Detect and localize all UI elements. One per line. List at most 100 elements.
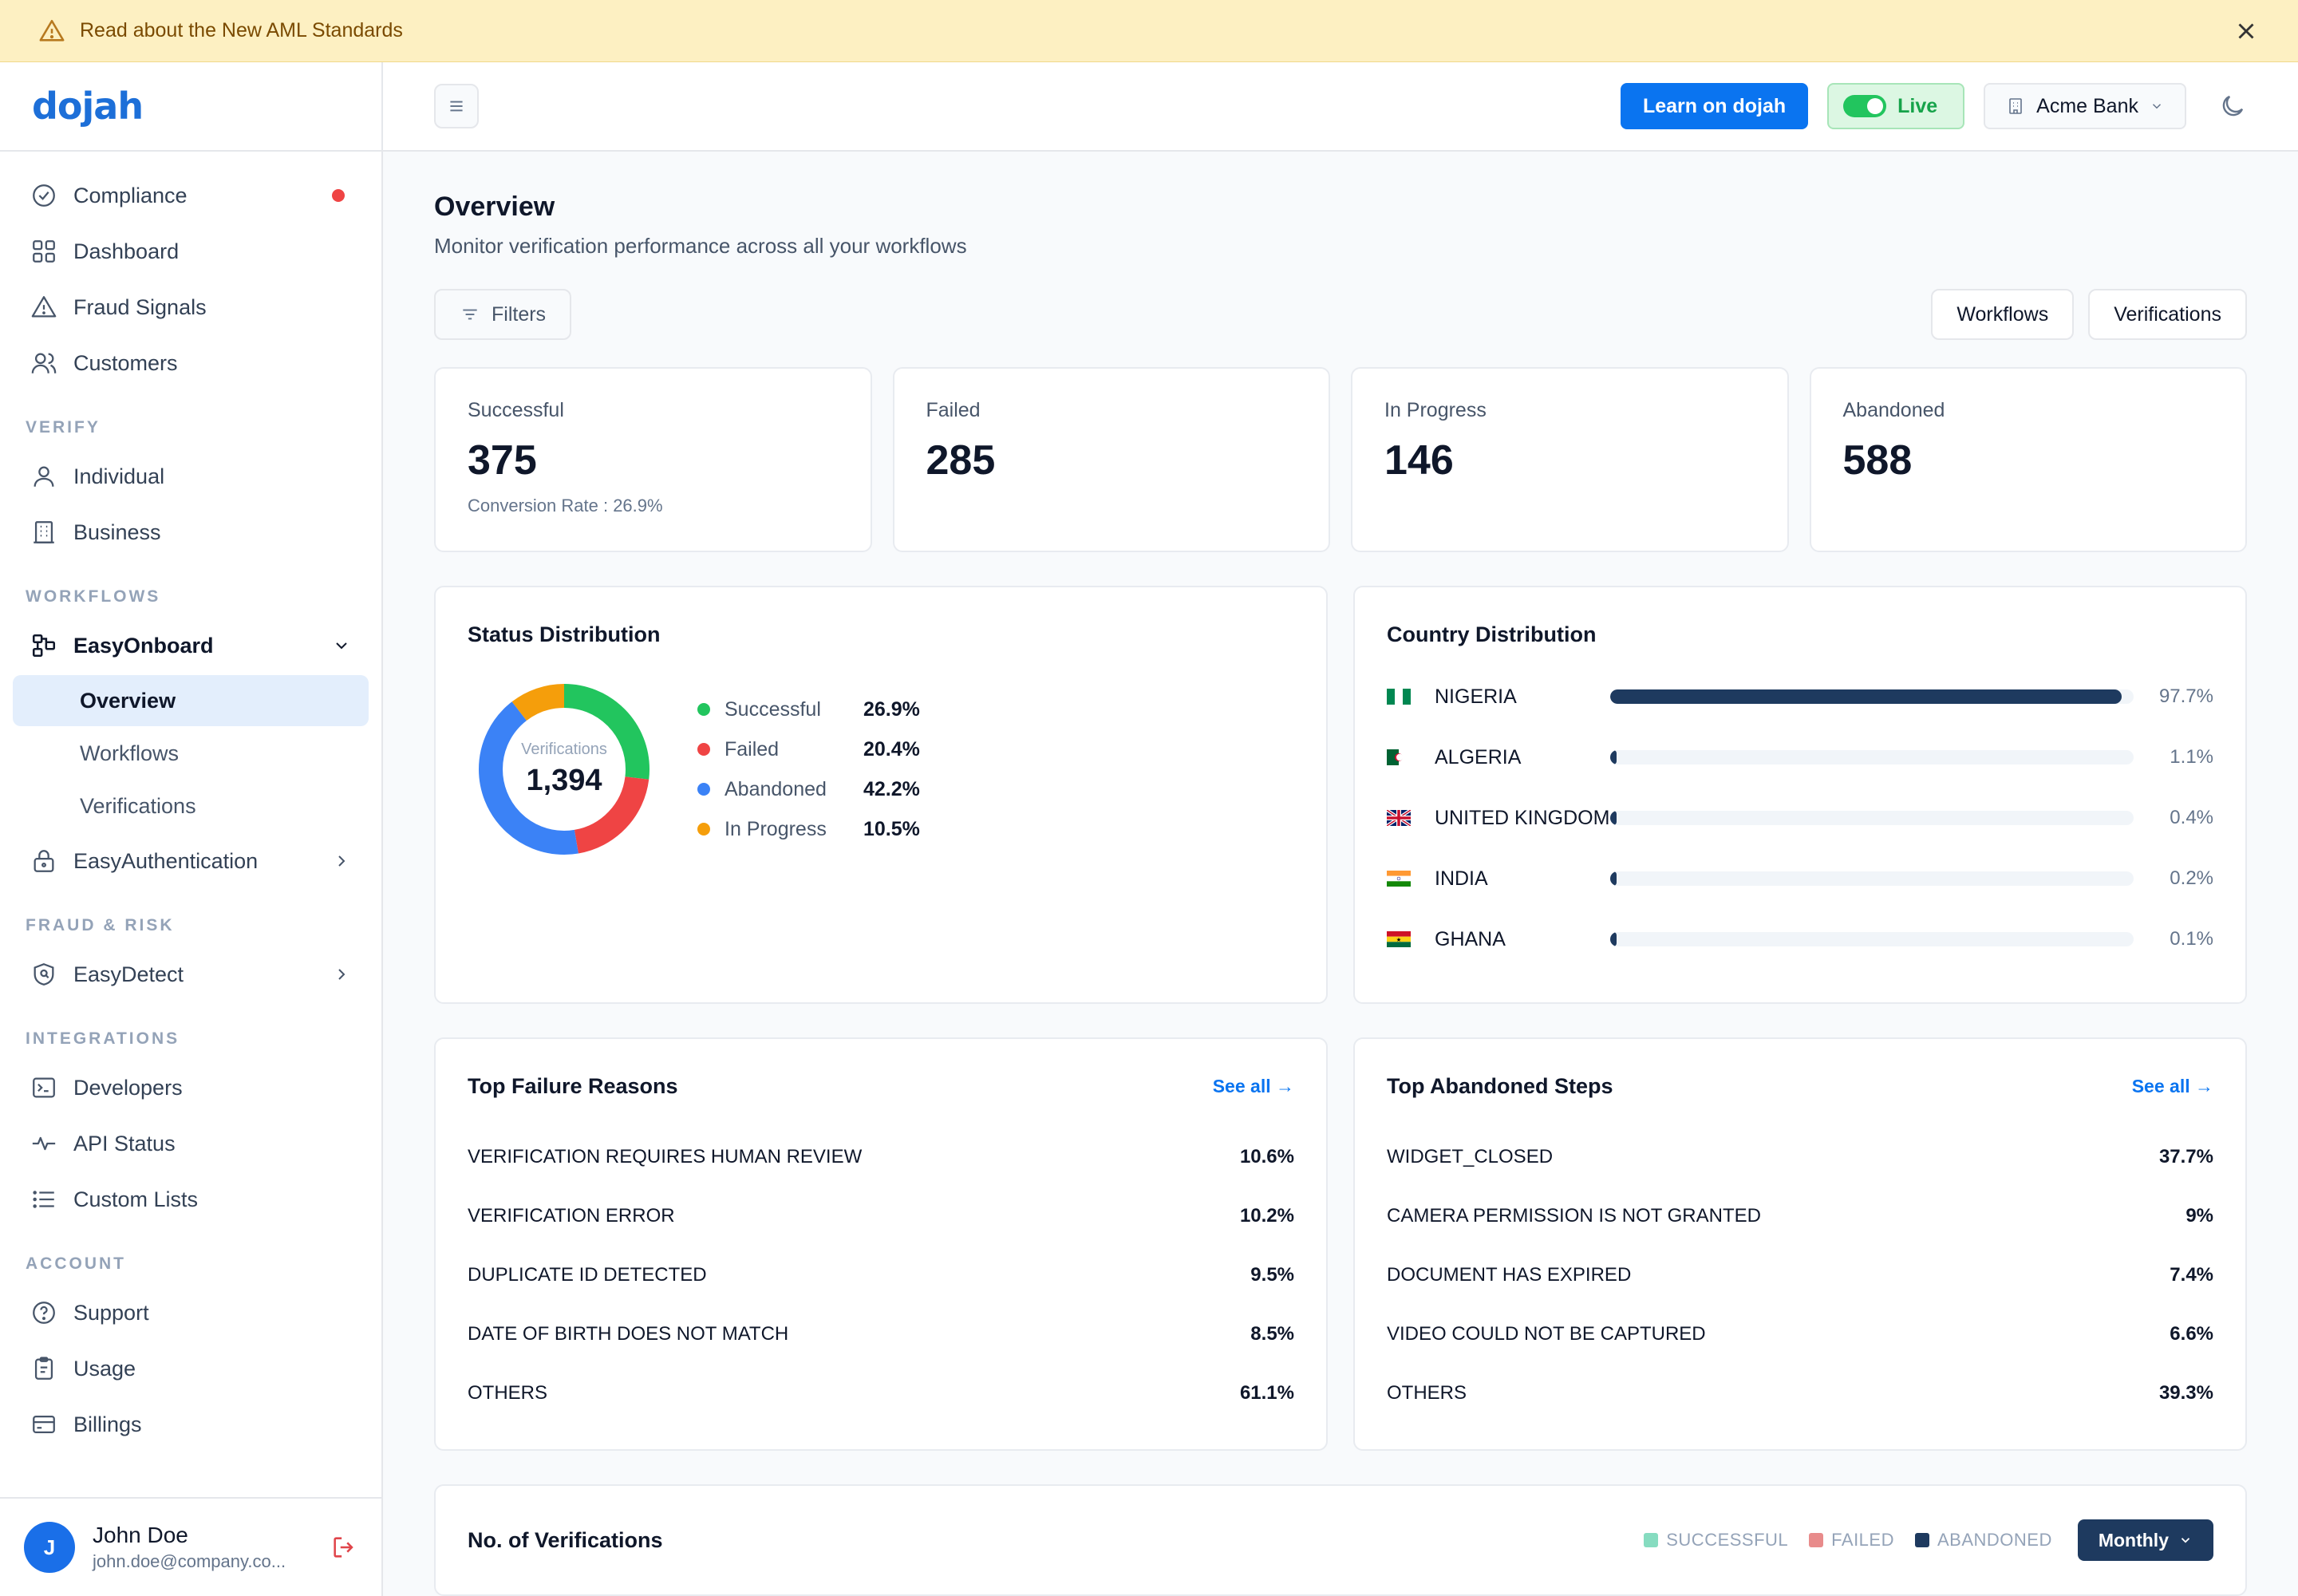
moon-icon[interactable] <box>2218 92 2247 120</box>
list-item-value: 61.1% <box>1239 1382 1294 1404</box>
live-mode-toggle[interactable]: Live <box>1827 83 1965 129</box>
chevron-right-icon <box>338 969 345 980</box>
donut-slice-abandoned <box>479 684 650 855</box>
filters-button[interactable]: Filters <box>434 289 572 340</box>
country-bar-track <box>1610 689 2134 704</box>
sidebar-item-easyonboard[interactable]: EasyOnboard <box>13 618 369 674</box>
sidebar-item-easyauthentication[interactable]: EasyAuthentication <box>13 833 369 889</box>
legend-label: ABANDONED <box>1937 1530 2052 1550</box>
status-legend: Successful 26.9% Failed 20.4% Abandoned 42.2%… <box>697 689 920 849</box>
country-bar <box>1610 811 1617 825</box>
legend-item: Successful 26.9% <box>697 689 920 729</box>
country-bar-track <box>1610 811 2134 825</box>
user-profile: J John Doe john.doe@company.co... <box>0 1497 381 1596</box>
donut-svg <box>479 684 650 855</box>
list-item[interactable]: VERIFICATION REQUIRES HUMAN REVIEW 10.6% <box>468 1128 1294 1187</box>
close-icon[interactable] <box>2233 18 2260 45</box>
logo-row: dojah <box>0 62 381 152</box>
sidebar-item-fraud-signals[interactable]: Fraud Signals <box>13 279 369 335</box>
user-info: John Doe john.doe@company.co... <box>93 1523 286 1572</box>
period-select[interactable]: Monthly <box>2077 1519 2213 1561</box>
list-item[interactable]: OTHERS 39.3% <box>1387 1364 2213 1423</box>
donut-slice-in-progress <box>479 684 650 855</box>
stat-label: Failed <box>926 399 981 421</box>
see-all-link[interactable]: See all → <box>2131 1076 2213 1096</box>
sidebar-item-dashboard[interactable]: Dashboard <box>13 223 369 279</box>
country-row: NIGERIA 97.7% <box>1387 666 2213 727</box>
sidebar-item-customers[interactable]: Customers <box>13 335 369 391</box>
user-name: John Doe <box>93 1523 188 1547</box>
banner-link[interactable]: Read about the New AML Standards <box>80 19 403 41</box>
hamburger-icon <box>450 101 463 112</box>
sidebar-item-label: Compliance <box>73 183 188 207</box>
list-item[interactable]: DATE OF BIRTH DOES NOT MATCH 8.5% <box>468 1305 1294 1364</box>
view-tabs: Workflows Verifications <box>1931 289 2247 340</box>
panel-title: Top Failure Reasons <box>468 1074 678 1098</box>
building-icon <box>34 521 54 543</box>
sidebar-subitem-overview[interactable]: Overview <box>13 675 369 726</box>
tab-verifications[interactable]: Verifications <box>2088 289 2247 340</box>
reasons-row: Top Failure Reasons See all → VERIFICATI… <box>434 1037 2247 1451</box>
section-label-verify: VERIFY <box>26 418 101 437</box>
list-item[interactable]: DOCUMENT HAS EXPIRED 7.4% <box>1387 1246 2213 1305</box>
overview-content: Overview Monitor verification performanc… <box>383 152 2298 1596</box>
sidebar-item-individual[interactable]: Individual <box>13 448 369 504</box>
country-bar <box>1610 750 1617 764</box>
sidebar-item-support[interactable]: Support <box>13 1285 369 1341</box>
list-item[interactable]: WIDGET_CLOSED 37.7% <box>1387 1128 2213 1187</box>
stat-card-in-progress: In Progress 146 <box>1351 367 1789 552</box>
legend-swatch <box>697 703 710 716</box>
see-all-link[interactable]: See all → <box>1212 1076 1294 1096</box>
menu-toggle-button[interactable] <box>434 84 479 128</box>
sidebar-item-api-status[interactable]: API Status <box>13 1116 369 1171</box>
country-percent: 0.2% <box>2170 867 2213 889</box>
sidebar-item-compliance[interactable]: Compliance <box>13 168 369 223</box>
sidebar-item-label: Support <box>73 1300 149 1325</box>
logout-icon[interactable] <box>330 1534 357 1561</box>
legend-swatch <box>697 783 710 796</box>
panel-title: Status Distribution <box>468 622 661 646</box>
sidebar-item-usage[interactable]: Usage <box>13 1341 369 1396</box>
list-item[interactable]: OTHERS 61.1% <box>468 1364 1294 1423</box>
toggle-switch[interactable] <box>1843 95 1887 117</box>
list-item-value: 39.3% <box>2158 1382 2213 1404</box>
organization-selector[interactable]: Acme Bank <box>1984 83 2186 129</box>
list-item-label: OTHERS <box>1387 1382 1467 1404</box>
list-item[interactable]: CAMERA PERMISSION IS NOT GRANTED 9% <box>1387 1187 2213 1246</box>
sidebar-item-label: EasyAuthentication <box>73 848 259 873</box>
announcement-banner: Read about the New AML Standards <box>0 0 2298 62</box>
organization-name: Acme Bank <box>2036 94 2138 117</box>
stat-label: Abandoned <box>1842 399 1945 421</box>
tab-workflows[interactable]: Workflows <box>1931 289 2075 340</box>
sidebar-subitem-verifications[interactable]: Verifications <box>80 793 196 818</box>
chevron-down-icon <box>2152 104 2162 109</box>
chevron-down-icon <box>336 642 347 650</box>
list-item[interactable]: VERIFICATION ERROR 10.2% <box>468 1187 1294 1246</box>
sidebar-item-easydetect[interactable]: EasyDetect <box>13 946 369 1002</box>
list-item[interactable]: DUPLICATE ID DETECTED 9.5% <box>468 1246 1294 1305</box>
country-row: UNITED KINGDOM 0.4% <box>1387 788 2213 848</box>
workflow-icon <box>32 634 56 658</box>
sidebar-item-billings[interactable]: Billings <box>13 1396 369 1452</box>
legend-label: FAILED <box>1831 1530 1894 1550</box>
legend-swatch <box>1809 1533 1824 1547</box>
legend-label: SUCCESSFUL <box>1666 1530 1789 1550</box>
status-donut-chart: Verifications 1,394 <box>477 682 651 856</box>
logo[interactable]: dojah <box>32 85 144 128</box>
learn-on-dojah-button[interactable]: Learn on dojah <box>1620 83 1809 129</box>
sidebar-item-label: EasyDetect <box>73 962 184 986</box>
avatar[interactable]: J <box>24 1522 75 1573</box>
flag-dz-icon <box>1387 749 1411 765</box>
legend-percent: 42.2% <box>863 777 920 800</box>
warning-icon <box>39 19 65 41</box>
sidebar-item-label: Dashboard <box>73 239 180 263</box>
list-item-label: VERIFICATION REQUIRES HUMAN REVIEW <box>468 1146 863 1167</box>
sidebar-subitem-workflows[interactable]: Workflows <box>80 741 180 765</box>
legend-name: In Progress <box>725 817 827 840</box>
country-bar <box>1610 871 1617 886</box>
sidebar-item-custom-lists[interactable]: Custom Lists <box>13 1171 369 1227</box>
sidebar-item-business[interactable]: Business <box>13 504 369 560</box>
list-item[interactable]: VIDEO COULD NOT BE CAPTURED 6.6% <box>1387 1305 2213 1364</box>
card-icon <box>33 1415 55 1434</box>
sidebar-item-developers[interactable]: Developers <box>13 1060 369 1116</box>
